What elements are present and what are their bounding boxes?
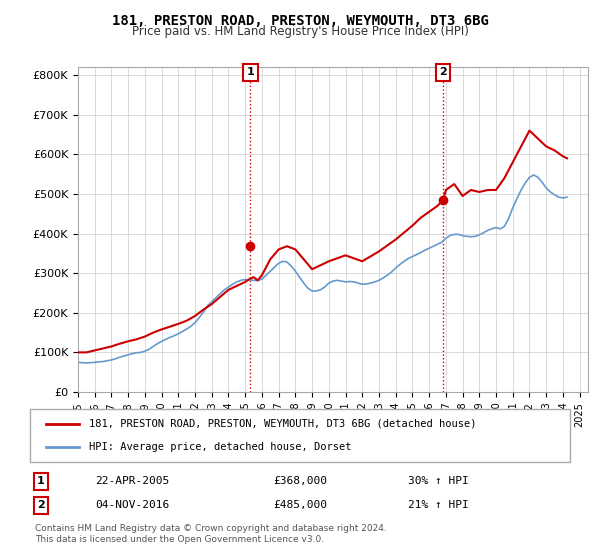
Text: 2: 2	[439, 67, 447, 77]
Text: 21% ↑ HPI: 21% ↑ HPI	[408, 501, 469, 510]
Text: 181, PRESTON ROAD, PRESTON, WEYMOUTH, DT3 6BG (detached house): 181, PRESTON ROAD, PRESTON, WEYMOUTH, DT…	[89, 419, 477, 429]
FancyBboxPatch shape	[30, 409, 570, 462]
Text: 22-APR-2005: 22-APR-2005	[95, 476, 169, 486]
Text: 1: 1	[247, 67, 254, 77]
Text: 30% ↑ HPI: 30% ↑ HPI	[408, 476, 469, 486]
Text: £368,000: £368,000	[273, 476, 327, 486]
Text: Contains HM Land Registry data © Crown copyright and database right 2024.
This d: Contains HM Land Registry data © Crown c…	[35, 524, 387, 544]
Text: £485,000: £485,000	[273, 501, 327, 510]
Text: 2: 2	[37, 501, 44, 510]
Text: HPI: Average price, detached house, Dorset: HPI: Average price, detached house, Dors…	[89, 442, 352, 452]
Text: 1: 1	[37, 476, 44, 486]
Text: 04-NOV-2016: 04-NOV-2016	[95, 501, 169, 510]
Text: 181, PRESTON ROAD, PRESTON, WEYMOUTH, DT3 6BG: 181, PRESTON ROAD, PRESTON, WEYMOUTH, DT…	[112, 14, 488, 28]
Text: Price paid vs. HM Land Registry's House Price Index (HPI): Price paid vs. HM Land Registry's House …	[131, 25, 469, 38]
